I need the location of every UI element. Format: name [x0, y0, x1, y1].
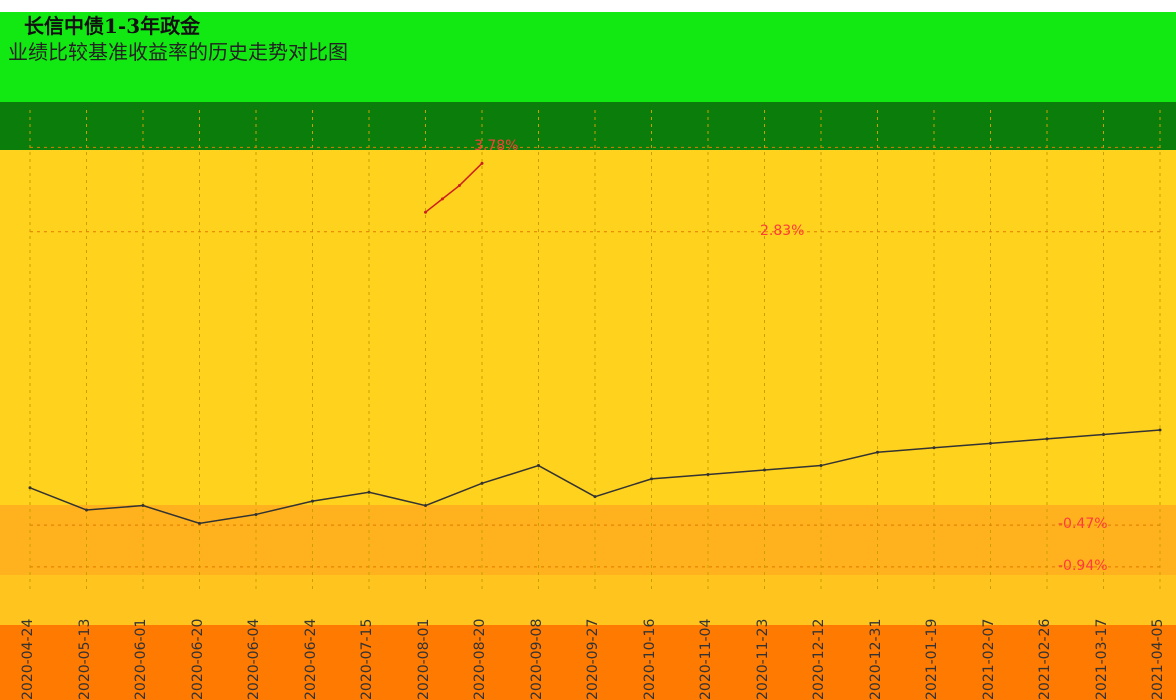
x-tick-label: 2020-10-16 [641, 618, 658, 700]
series-point-0 [989, 441, 992, 445]
y-tick-label: 2.83% [760, 222, 805, 239]
x-tick-label: 2020-08-20 [472, 618, 488, 700]
series-point-0 [650, 477, 653, 481]
x-tick-label: 2020-07-15 [359, 618, 375, 700]
series-point-0 [593, 495, 597, 499]
series-point-0 [819, 464, 823, 468]
series-point-0 [254, 512, 258, 516]
axis-band [0, 625, 1176, 700]
series-point-1 [480, 161, 484, 165]
x-tick-label: 2020-06-24 [302, 618, 319, 700]
x-tick-label: 2020-11-23 [754, 618, 771, 700]
series-point-0 [537, 464, 540, 468]
series-point-0 [1102, 432, 1105, 436]
lower-band [0, 505, 1176, 575]
x-tick-label: 2020-12-12 [811, 618, 827, 700]
x-tick-label: 2020-04-24 [20, 618, 36, 700]
series-point-0 [85, 508, 88, 512]
series-point-0 [28, 486, 32, 490]
series-point-0 [1045, 437, 1049, 441]
series-line-1 [425, 162, 483, 213]
x-tick-label: 2021-03-17 [1093, 618, 1110, 700]
series-point-0 [706, 472, 710, 476]
x-tick-label: 2020-06-20 [189, 618, 206, 700]
x-tick-label: 2021-04-05 [1150, 618, 1166, 700]
series-point-1 [457, 184, 461, 188]
top-strip [0, 0, 1176, 12]
series-point-0 [424, 504, 427, 508]
x-tick-label: 2020-09-27 [585, 618, 601, 700]
x-tick-label: 2020-11-04 [698, 618, 714, 700]
x-tick-label: 2020-09-08 [528, 618, 545, 700]
series-point-0 [311, 499, 314, 503]
series-point-0 [1158, 428, 1162, 432]
orange-band [0, 150, 1176, 172]
series-point-0 [480, 481, 484, 485]
series-point-0 [367, 490, 371, 494]
series-point-0 [763, 468, 766, 472]
dark-band [0, 102, 1176, 150]
chart-title: 长信中债1-3年政金 [24, 14, 201, 38]
bottom-band [0, 575, 1176, 625]
x-tick-label: 2021-02-26 [1037, 618, 1053, 700]
header-band [0, 12, 1176, 102]
x-tick-label: 2020-12-31 [867, 618, 884, 700]
series-point-0 [141, 504, 145, 508]
y-tick-label: -0.94% [1058, 557, 1108, 574]
series-point-0 [876, 450, 879, 454]
x-tick-label: 2021-01-19 [924, 618, 940, 700]
series-point-0 [932, 446, 936, 450]
x-tick-label: 2021-02-07 [980, 618, 997, 700]
x-tick-label: 2020-05-13 [76, 618, 93, 700]
x-tick-label: 2020-08-01 [415, 618, 432, 700]
chart-subtitle: 业绩比较基准收益率的历史走势对比图 [8, 40, 348, 64]
series-point-1 [424, 210, 427, 214]
series-point-1 [440, 197, 444, 201]
series-point-0 [198, 521, 201, 525]
y-tick-label: -0.47% [1058, 516, 1108, 533]
x-tick-label: 2020-06-01 [133, 618, 149, 700]
x-tick-label: 2020-06-04 [246, 618, 262, 700]
y-tick-label: 3.78% [474, 138, 519, 155]
